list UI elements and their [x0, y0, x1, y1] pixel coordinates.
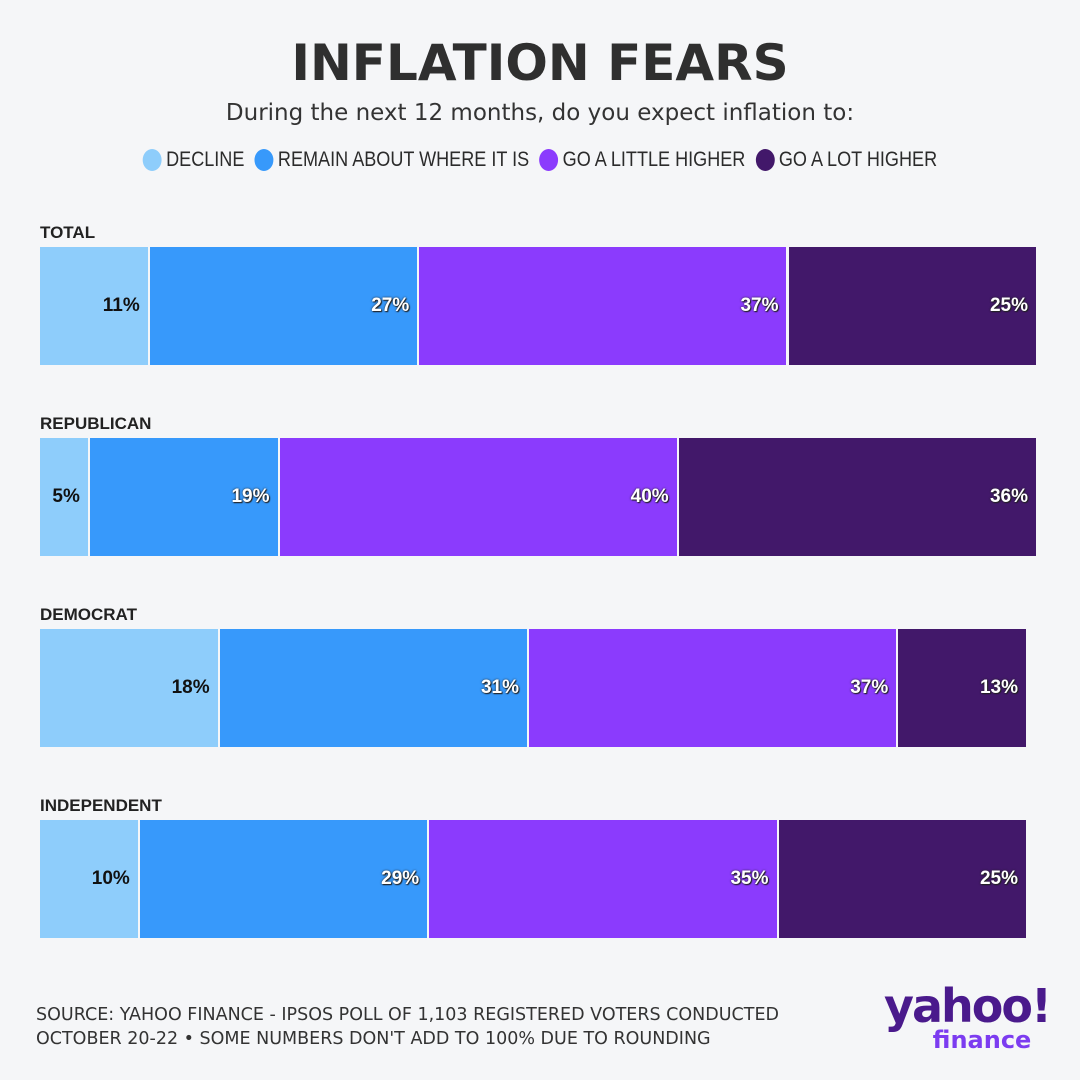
bar-segment: 10%	[40, 820, 140, 938]
stacked-bar: 11% 27% 37% 25%	[40, 247, 1038, 365]
data-label: 18%	[171, 677, 210, 698]
legend-label: GO A LITTLE HIGHER	[562, 148, 746, 171]
category-label: REPUBLICAN	[40, 414, 152, 433]
category-label: INDEPENDENT	[40, 796, 162, 815]
bar-segment: 37%	[529, 629, 899, 747]
logo-finance-text: finance	[932, 1026, 1032, 1054]
bar-segment: 13%	[898, 629, 1028, 747]
data-label: 37%	[850, 677, 889, 698]
legend-swatch	[755, 149, 775, 171]
legend-swatch	[539, 149, 559, 171]
stacked-bar: 5% 19% 40% 36%	[40, 438, 1038, 556]
legend-swatch	[254, 149, 274, 171]
category-label: DEMOCRAT	[40, 605, 137, 624]
legend: DECLINE REMAIN ABOUT WHERE IT IS GO A LITT…	[76, 148, 1005, 172]
yahoo-finance-logo: yahoo! finance	[884, 979, 1052, 1054]
data-label: 31%	[480, 677, 519, 698]
bar-segment: 11%	[40, 247, 150, 365]
bar-segment: 29%	[139, 820, 430, 938]
data-label: 37%	[740, 295, 779, 316]
bar-segment: 18%	[40, 629, 220, 747]
category-label: TOTAL	[40, 223, 96, 242]
data-label: 35%	[730, 868, 769, 889]
legend-label: DECLINE	[166, 148, 245, 171]
legend-item: GO A LOT HIGHER	[755, 148, 938, 172]
data-label: 11%	[102, 295, 140, 316]
data-label: 19%	[231, 486, 270, 507]
bar-segment: 27%	[149, 247, 420, 365]
source-note: SOURCE: YAHOO FINANCE - IPSOS POLL OF 1,…	[36, 1003, 779, 1051]
bar-segment: 25%	[788, 247, 1038, 365]
stacked-bar: 18% 31% 37% 13%	[40, 629, 1038, 747]
legend-label: GO A LOT HIGHER	[778, 148, 938, 171]
data-label: 29%	[381, 868, 420, 889]
bar-segment: 19%	[89, 438, 280, 556]
data-label: 13%	[979, 677, 1018, 698]
bar-segment: 5%	[40, 438, 90, 556]
source-line-2: OCTOBER 20-22 • SOME NUMBERS DON'T ADD T…	[36, 1029, 711, 1049]
legend-item: GO A LITTLE HIGHER	[539, 148, 745, 172]
data-label: 5%	[52, 486, 80, 507]
bar-segment: 31%	[219, 629, 529, 747]
legend-swatch	[142, 149, 162, 171]
stacked-bar: 10% 29% 35% 25%	[40, 820, 1038, 938]
data-label: 36%	[989, 486, 1028, 507]
chart-subtitle: During the next 12 months, do you expect…	[225, 100, 855, 126]
bar-segment: 25%	[778, 820, 1029, 938]
bar-segment: 36%	[678, 438, 1038, 556]
data-label: 25%	[979, 868, 1019, 889]
source-line-1: SOURCE: YAHOO FINANCE - IPSOS POLL OF 1,…	[36, 1005, 779, 1025]
data-label: 40%	[630, 486, 669, 507]
legend-item: DECLINE	[142, 148, 245, 172]
chart-title: INFLATION FEARS	[291, 34, 789, 92]
legend-label: REMAIN ABOUT WHERE IT IS	[277, 148, 530, 171]
logo-yahoo-text: yahoo!	[884, 979, 1052, 1033]
bar-segment: 40%	[279, 438, 679, 556]
data-label: 25%	[989, 295, 1028, 316]
bar-segment: 37%	[419, 247, 789, 365]
legend-item: REMAIN ABOUT WHERE IT IS	[254, 148, 530, 172]
bar-segment: 35%	[429, 820, 779, 938]
data-label: 10%	[91, 868, 130, 889]
data-label: 27%	[371, 295, 410, 316]
